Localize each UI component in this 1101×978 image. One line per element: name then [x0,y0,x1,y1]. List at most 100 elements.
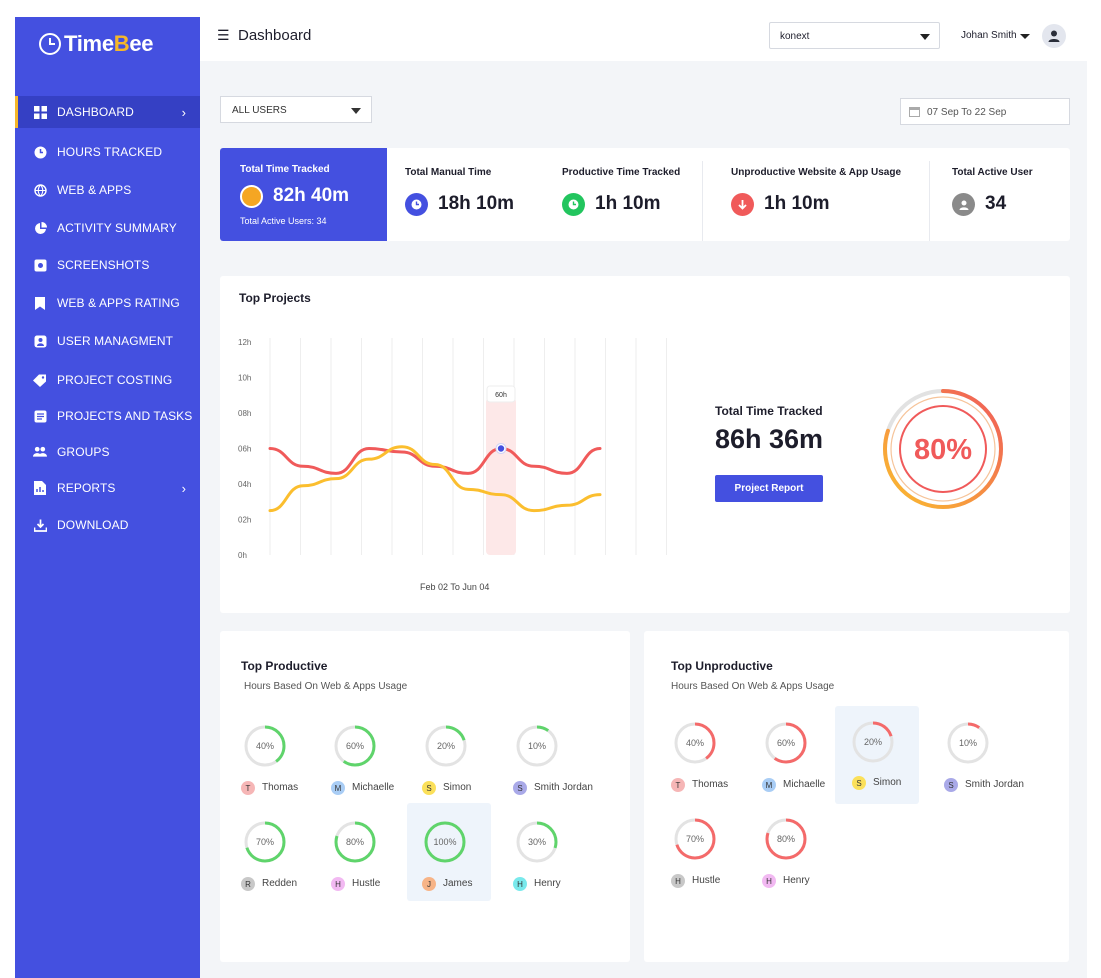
person-name: Smith Jordan [965,779,1024,790]
logo-text-suffix: ee [129,31,154,56]
ring-percent: 20% [436,741,455,751]
progress-ring [244,725,286,767]
stat-value: 82h 40m [273,185,350,206]
sidebar-item-dashboard[interactable]: DASHBOARD › [15,96,200,128]
person-name: Michaelle [352,782,395,793]
series-line-yellow [268,445,602,513]
sidebar-item-projects-and-tasks[interactable]: PROJECTS AND TASKS [15,400,200,432]
users-filter-select[interactable]: ALL USERS [220,96,372,123]
date-range-picker[interactable]: 07 Sep To 22 Sep [900,98,1070,125]
person-name: Michaelle [783,779,826,790]
avatar: S [422,781,436,795]
ring-progress [334,725,376,767]
top-projects-chart: 12h 10h 08h 06h 04h 02h 0h 60h [238,338,667,560]
person-card[interactable]: 60% M Michaelle [762,721,846,816]
avatar: H [331,877,345,891]
logo-text-prefix: Time [64,31,114,56]
page-title: Dashboard [238,27,312,44]
person-name: Thomas [262,782,299,793]
top-unproductive-card: Top Unproductive Hours Based On Web & Ap… [644,631,1069,962]
ring-progress [334,821,376,863]
ring-percent: 30% [527,837,546,847]
series-line-red [268,446,602,475]
tooltip-label: 60h [495,392,507,399]
person-name: Hustle [352,878,381,889]
ring-percent: 60% [345,741,364,751]
person-card[interactable]: 10% S Smith Jordan [513,724,597,819]
person-card[interactable]: 70% R Redden [241,820,325,915]
y-tick-label: 04h [238,480,251,489]
clock-icon [39,33,61,55]
person-card[interactable]: 20% S Simon [835,706,919,804]
person-card[interactable]: 70% H Hustle [671,817,755,912]
sidebar-item-label: PROJECT COSTING [57,373,173,387]
person-card[interactable]: 40% T Thomas [671,721,755,816]
user-menu[interactable]: Johan Smith [961,30,1017,41]
person-card[interactable]: 60% M Michaelle [331,724,415,819]
sidebar-item-label: WEB & APPS [57,183,132,197]
sidebar-item-screenshots[interactable]: SCREENSHOTS [15,249,200,281]
person-card[interactable]: 100% J James [407,803,491,901]
avatar: T [671,778,685,792]
sidebar-item-groups[interactable]: GROUPS [15,436,200,468]
date-range-value: 07 Sep To 22 Sep [927,107,1007,118]
ring-percent: 70% [685,834,704,844]
avatar[interactable] [1042,24,1066,48]
sidebar-item-label: HOURS TRACKED [57,145,163,159]
sidebar-item-user-managment[interactable]: USER MANAGMENT [15,325,200,357]
progress-ring [765,818,807,860]
sidebar-item-reports[interactable]: REPORTS › [15,472,200,504]
organization-select-value: konext [780,31,810,42]
card-subtitle: Hours Based On Web & Apps Usage [671,681,835,692]
avatar: S [852,776,866,790]
pie-icon [33,221,47,235]
sidebar-item-label: ACTIVITY SUMMARY [57,221,177,235]
person-card[interactable]: 80% H Henry [762,817,846,912]
organization-select[interactable]: konext [769,22,940,49]
card-title: Top Unproductive [671,659,773,673]
tooltip-box [486,385,516,403]
caret-down-icon[interactable] [1020,34,1030,39]
clock-icon [33,145,47,159]
stat-value: 1h 10m [764,193,830,214]
tasks-icon [33,409,47,423]
sidebar-item-web-apps[interactable]: WEB & APPS [15,174,200,206]
top-header: ☰ Dashboard konext Johan Smith [200,17,1087,61]
person-card[interactable]: 30% H Henry [513,820,597,915]
card-title: Top Productive [241,659,328,673]
divider [929,161,930,241]
avatar: H [513,877,527,891]
person-card[interactable]: 10% S Smith Jordan [944,721,1028,816]
menu-icon[interactable]: ☰ [217,27,230,43]
sidebar-item-download[interactable]: DOWNLOAD [15,509,200,541]
project-report-button[interactable]: Project Report [715,475,823,502]
progress-ring [425,725,467,767]
avatar: J [422,877,436,891]
person-card[interactable]: 20% S Simon [422,724,506,819]
stat-label: Unproductive Website & App Usage [731,167,902,178]
sidebar-item-label: PROJECTS AND TASKS [57,409,193,423]
card-subtitle: Hours Based On Web & Apps Usage [244,681,408,692]
top-productive-card: Top Productive Hours Based On Web & Apps… [220,631,630,962]
report-icon [33,481,47,495]
person-card[interactable]: 40% T Thomas [241,724,325,819]
sidebar-item-project-costing[interactable]: PROJECT COSTING [15,364,200,396]
sidebar-item-web-apps-rating[interactable]: WEB & APPS RATING [15,287,200,319]
sidebar-item-hours-tracked[interactable]: HOURS TRACKED [15,136,200,168]
ring-percent: 80% [776,834,795,844]
y-tick-label: 10h [238,374,251,383]
avatar: M [331,781,345,795]
y-tick-label: 0h [238,551,247,560]
person-card[interactable]: 80% H Hustle [331,820,415,915]
progress-ring [424,821,466,863]
tag-icon [33,373,47,387]
total-time-value: 86h 36m [715,424,824,454]
ring-progress [424,821,466,863]
clock-icon [562,193,585,216]
caret-down-icon [920,34,930,40]
sidebar-item-activity-summary[interactable]: ACTIVITY SUMMARY [15,212,200,244]
progress-ring [244,821,286,863]
card-title: Top Projects [239,291,311,305]
person-name: Smith Jordan [534,782,593,793]
